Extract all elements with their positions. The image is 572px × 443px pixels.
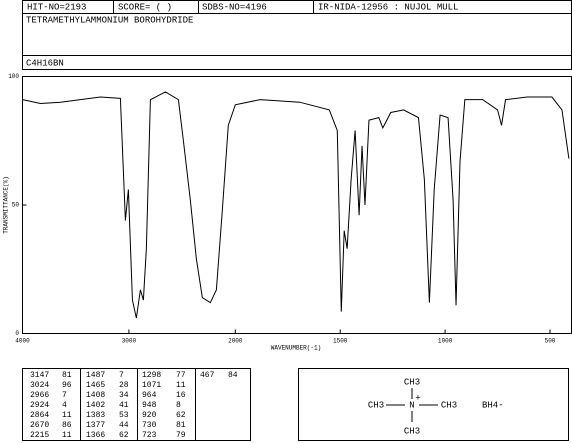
spectrum-line xyxy=(22,91,570,319)
peak-transmittance: 44 xyxy=(119,421,129,430)
peak-wavenumber: 1366 xyxy=(86,431,105,440)
peak-transmittance: 62 xyxy=(176,411,186,420)
peak-transmittance: 11 xyxy=(176,381,186,390)
peak-wavenumber: 1383 xyxy=(86,411,105,420)
sdbs-no: SDBS-NO=4196 xyxy=(202,2,267,12)
x-tick-label: 3000 xyxy=(122,338,137,345)
peak-transmittance: 34 xyxy=(119,391,129,400)
peak-wavenumber: 3147 xyxy=(30,371,49,380)
peak-wavenumber: 2924 xyxy=(30,401,49,410)
peak-transmittance: 53 xyxy=(119,411,129,420)
peak-transmittance: 79 xyxy=(176,431,186,440)
peak-wavenumber: 2215 xyxy=(30,431,49,440)
peak-transmittance: 11 xyxy=(62,431,72,440)
y-axis-label: TRANSMITTANCE(%) xyxy=(3,176,10,234)
score: SCORE= ( ) xyxy=(118,2,172,12)
peak-transmittance: 77 xyxy=(176,371,186,380)
structure-box xyxy=(298,368,569,441)
peak-wavenumber: 1408 xyxy=(86,391,105,400)
x-tick-label: 1500 xyxy=(333,338,348,345)
peak-transmittance: 8 xyxy=(176,401,181,410)
compound-name: TETRAMETHYLAMMONIUM BOROHYDRIDE xyxy=(26,15,193,25)
peak-transmittance: 11 xyxy=(62,411,72,420)
peak-transmittance: 81 xyxy=(62,371,72,380)
peak-transmittance: 81 xyxy=(176,421,186,430)
peak-wavenumber: 920 xyxy=(142,411,157,420)
header-box xyxy=(22,0,572,70)
methyl: CH3 xyxy=(441,400,457,410)
methyl: CH3 xyxy=(368,400,384,410)
peak-table-box xyxy=(22,368,251,441)
peak-wavenumber: 964 xyxy=(142,391,157,400)
peak-wavenumber: 2670 xyxy=(30,421,49,430)
ir-code: IR-NIDA-12956 : NUJOL MULL xyxy=(318,2,458,12)
peak-transmittance: 62 xyxy=(119,431,129,440)
peak-transmittance: 16 xyxy=(176,391,186,400)
peak-wavenumber: 467 xyxy=(200,371,215,380)
x-tick-label: 2000 xyxy=(228,338,243,345)
y-tick-label: 100 xyxy=(8,73,19,80)
peak-transmittance: 28 xyxy=(119,381,129,390)
peak-transmittance: 7 xyxy=(119,371,124,380)
plot-frame xyxy=(22,76,572,334)
peak-transmittance: 86 xyxy=(62,421,72,430)
peak-transmittance: 7 xyxy=(62,391,67,400)
methyl: CH3 xyxy=(404,377,420,387)
peak-transmittance: 4 xyxy=(62,401,67,410)
peak-wavenumber: 1402 xyxy=(86,401,105,410)
peak-wavenumber: 948 xyxy=(142,401,157,410)
nitrogen: N xyxy=(409,400,414,410)
x-tick-label: 4000 xyxy=(15,338,30,345)
peak-wavenumber: 1377 xyxy=(86,421,105,430)
peak-transmittance: 41 xyxy=(119,401,129,410)
x-tick-label: 500 xyxy=(545,338,556,345)
peak-wavenumber: 2864 xyxy=(30,411,49,420)
peak-wavenumber: 3024 xyxy=(30,381,49,390)
methyl: CH3 xyxy=(404,426,420,436)
peak-wavenumber: 1487 xyxy=(86,371,105,380)
y-tick-label: 0 xyxy=(15,330,19,337)
peak-wavenumber: 1465 xyxy=(86,381,105,390)
peak-wavenumber: 723 xyxy=(142,431,157,440)
anion: BH4- xyxy=(482,400,504,410)
peak-wavenumber: 1298 xyxy=(142,371,161,380)
formula: C4H16BN xyxy=(26,58,64,68)
y-tick-label: 50 xyxy=(12,202,20,209)
charge: + xyxy=(415,393,420,403)
peak-wavenumber: 2966 xyxy=(30,391,49,400)
peak-wavenumber: 1071 xyxy=(142,381,161,390)
hit-no: HIT-NO=2193 xyxy=(27,2,86,12)
x-axis-label: WAVENUMBER(-1) xyxy=(271,345,321,352)
peak-transmittance: 84 xyxy=(228,371,238,380)
x-tick-label: 1000 xyxy=(438,338,453,345)
peak-transmittance: 96 xyxy=(62,381,72,390)
peak-wavenumber: 730 xyxy=(142,421,157,430)
